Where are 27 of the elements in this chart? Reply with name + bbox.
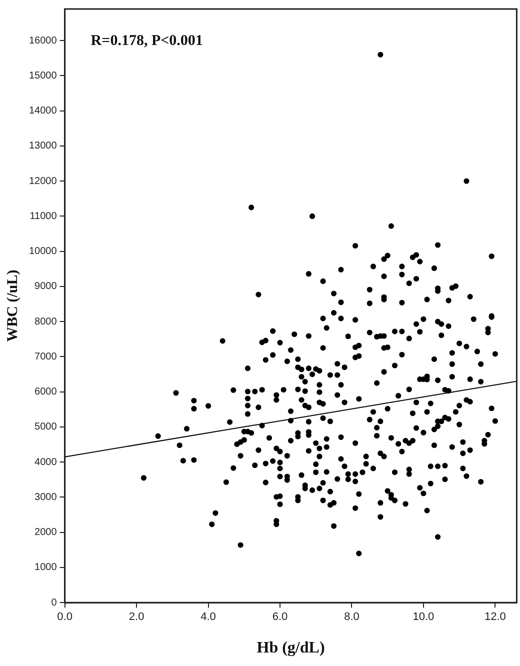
y-tick-label: 11000 — [30, 210, 58, 222]
y-tick-label: 6000 — [34, 386, 58, 398]
x-tick-label: 6.0 — [272, 611, 288, 624]
y-tick-label: 9000 — [34, 281, 58, 292]
x-tick-label: 2.0 — [128, 611, 144, 624]
y-tick-label: 1000 — [34, 562, 58, 574]
y-tick-label: 12000 — [28, 176, 58, 187]
x-tick-label: 4.0 — [200, 611, 216, 624]
y-tick-label: 0 — [51, 597, 58, 608]
y-tick-label: 3000 — [34, 492, 58, 503]
y-tick-label: 14000 — [28, 106, 58, 117]
x-tick-label: 12.0 — [484, 611, 506, 624]
y-tick-label: 10000 — [28, 246, 58, 258]
y-tick-label: 8000 — [34, 316, 58, 328]
annotation: R=0.178, P<0.001 — [90, 32, 203, 49]
y-tick-label: 15000 — [28, 70, 58, 82]
y-tick-label: 7000 — [34, 351, 58, 362]
y-tick-label: 5000 — [34, 422, 58, 433]
x-tick-label: 8.0 — [344, 611, 360, 624]
y-axis-title: WBC (/uL) — [4, 270, 21, 342]
x-tick-label: 0.0 — [57, 611, 72, 624]
x-axis-title: Hb (g/dL) — [256, 640, 325, 657]
x-tick-label: 10.0 — [412, 611, 434, 624]
y-tick-label: 13000 — [28, 140, 58, 152]
y-tick-label: 2000 — [34, 527, 58, 538]
y-tick-label: 4000 — [34, 456, 58, 468]
y-tick-label: 16000 — [28, 35, 58, 46]
